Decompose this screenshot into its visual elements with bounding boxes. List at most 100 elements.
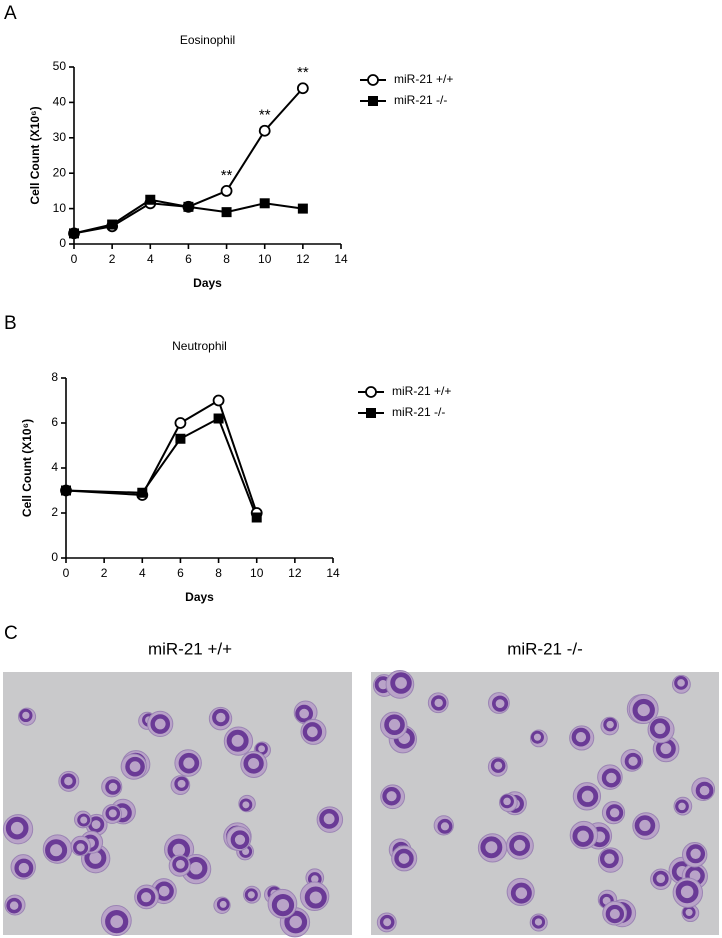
chart-title: Eosinophil [180,33,235,47]
nucleus [437,818,453,834]
y-axis-label: Cell Count (X10⁶) [20,419,34,517]
legend-marker [367,74,379,86]
nucleus [244,888,258,902]
point [137,487,148,498]
nucleus [492,695,509,712]
image-label: miR-21 -/- [507,639,583,658]
nucleus [136,888,156,907]
nucleus [531,915,546,929]
legend-marker [365,386,377,398]
x-tick-label: 12 [288,566,302,580]
nucleus [271,893,295,917]
nucleus [649,718,671,739]
nucleus [509,835,531,856]
y-tick-label: 50 [53,59,67,73]
nucleus [431,695,447,711]
point [297,203,308,214]
point [174,417,187,429]
panel-letter: A [4,3,17,24]
micrograph [371,672,719,935]
annotation: ** [259,107,271,124]
nucleus [510,882,532,904]
point [212,394,225,407]
point [296,82,309,95]
point [221,207,232,218]
nucleus [634,815,656,836]
legend-label: miR-21 +/+ [392,384,451,398]
nucleus [606,804,624,822]
chart-title: Neutrophil [172,339,227,353]
nucleus [382,786,401,806]
panel-letter: B [4,313,17,334]
nucleus [695,781,714,800]
annotation: ** [221,167,233,184]
nucleus [19,708,33,723]
nucleus [105,910,129,934]
nucleus [572,825,594,847]
y-tick-label: 8 [51,370,58,384]
point [220,184,233,197]
x-tick-label: 14 [326,566,340,580]
nucleus [73,839,89,855]
y-tick-label: 0 [59,236,66,250]
nucleus [125,756,145,777]
x-tick-label: 2 [101,566,108,580]
y-axis-label: Cell Count (X10⁶) [28,106,42,204]
cells [2,670,716,938]
nucleus [686,844,706,864]
nucleus [5,816,29,840]
point [69,228,79,239]
annotation: ** [297,64,309,81]
x-axis-label: Days [193,276,222,290]
legend-label: miR-21 -/- [394,93,447,107]
x-tick-label: 12 [296,252,310,266]
y-tick-label: 2 [51,505,58,519]
x-tick-label: 4 [139,566,146,580]
nucleus [45,839,68,862]
nucleus [675,799,689,814]
nucleus [490,758,506,773]
nucleus [77,813,91,827]
nucleus [384,714,405,735]
nucleus [675,880,699,904]
point [258,124,271,137]
nucleus [6,897,22,914]
series-line [65,417,258,518]
nucleus [172,856,189,873]
point [145,194,156,205]
nucleus [284,910,308,934]
nucleus [500,794,514,809]
x-tick-label: 8 [215,566,222,580]
nucleus [304,886,327,909]
point [107,219,118,230]
nucleus [571,727,591,747]
nucleus [212,708,230,727]
point [251,512,262,523]
x-tick-label: 4 [147,252,154,266]
y-tick-label: 0 [51,550,58,564]
legend-label: miR-21 -/- [392,405,445,419]
nucleus [239,798,253,812]
legend-label: miR-21 +/+ [394,72,453,86]
y-tick-label: 10 [53,201,67,215]
panel-letter: C [4,623,18,644]
y-tick-label: 6 [51,415,58,429]
x-axis-label: Days [185,590,214,604]
x-tick-label: 10 [258,252,272,266]
nucleus [150,714,171,734]
nucleus [302,722,323,742]
x-tick-label: 0 [63,566,70,580]
x-tick-label: 0 [71,252,78,266]
micrograph [3,672,352,935]
point [259,198,270,209]
nucleus [605,904,625,924]
legend-marker [368,96,378,106]
x-tick-label: 14 [334,252,348,266]
point [183,201,194,212]
nucleus [530,730,544,744]
legend-marker [366,408,376,418]
nucleus [624,752,642,770]
nucleus [379,914,395,930]
nucleus [480,836,503,859]
nucleus [601,768,621,788]
